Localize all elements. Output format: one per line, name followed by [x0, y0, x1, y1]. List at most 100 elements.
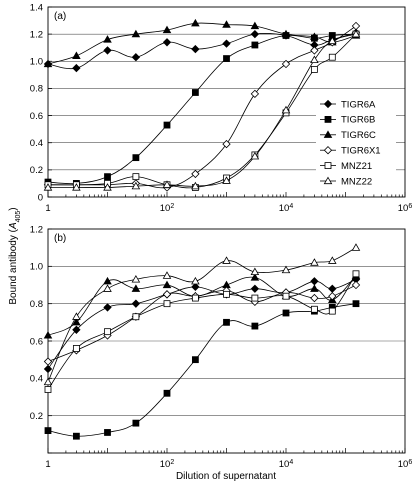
- data-point: [103, 46, 112, 55]
- data-point: [191, 356, 199, 364]
- data-point: [132, 154, 140, 162]
- data-point: [328, 36, 337, 45]
- data-point: [310, 66, 318, 73]
- data-point: [328, 53, 336, 61]
- y-tick-label: 1.0: [30, 262, 43, 273]
- data-point: [132, 419, 140, 427]
- data-point: [191, 169, 200, 179]
- data-point: [310, 305, 318, 313]
- data-point: [251, 41, 259, 49]
- data-point: [72, 51, 81, 59]
- series-MNZ21: [44, 270, 360, 393]
- data-point: [282, 292, 290, 300]
- data-point: [43, 357, 53, 366]
- legend-item: TIGR6B: [320, 115, 375, 126]
- data-point: [223, 318, 230, 326]
- data-point: [191, 276, 200, 285]
- data-point: [191, 294, 199, 302]
- data-point: [281, 29, 291, 38]
- legend-item: TIGR6C: [320, 130, 376, 141]
- data-point: [163, 121, 171, 129]
- data-point: [352, 300, 360, 308]
- series-TIGR6B: [44, 30, 360, 187]
- data-point: [191, 89, 199, 96]
- legend-item: TIGR6X1: [320, 146, 381, 157]
- data-point: [43, 183, 53, 191]
- y-axis-title-close: ): [8, 207, 19, 210]
- data-point: [250, 273, 260, 281]
- x-tick-label: 102: [160, 459, 175, 471]
- y-axis-title-sub: 405: [15, 211, 22, 223]
- legend-marker: [323, 146, 333, 155]
- series-line: [47, 273, 357, 390]
- data-point: [132, 313, 140, 321]
- data-point: [43, 59, 53, 68]
- x-tick-label: 106: [398, 459, 413, 471]
- legend-item: MNZ21: [320, 161, 372, 172]
- series-line: [47, 303, 357, 437]
- data-point: [251, 294, 259, 302]
- x-tick-label: 1: [45, 459, 50, 470]
- data-point: [222, 39, 231, 48]
- panel-a: 0 0.2 0.4 0.6 0.8 1.0 1.2 1.4 1 102 104 106 (a): [30, 2, 413, 214]
- data-point: [310, 32, 319, 40]
- data-point: [310, 293, 319, 303]
- series-line: [48, 33, 357, 188]
- y-tick-label: 0.6: [30, 111, 43, 122]
- data-point: [250, 89, 260, 99]
- x-tick-label: 102: [160, 203, 175, 215]
- data-point: [328, 292, 337, 301]
- data-point: [191, 44, 200, 54]
- data-point: [103, 183, 112, 191]
- legend-label: TIGR6C: [341, 130, 376, 141]
- y-tick-label: 1.2: [30, 29, 43, 40]
- legend-label: MNZ21: [341, 161, 372, 172]
- panel-label: (a): [54, 11, 66, 22]
- panel-label: (b): [54, 233, 66, 244]
- data-point: [44, 386, 52, 393]
- legend-label: TIGR6B: [341, 115, 375, 126]
- data-point: [328, 256, 337, 264]
- series-TIGR6X1: [43, 280, 361, 366]
- data-point: [72, 325, 81, 334]
- data-point: [310, 55, 319, 64]
- series-line: [47, 25, 357, 189]
- data-point: [310, 284, 319, 292]
- data-point: [281, 265, 291, 274]
- data-point: [72, 312, 81, 320]
- x-tick-label: 104: [279, 203, 294, 215]
- y-tick-label: 0.2: [30, 165, 43, 176]
- y-tick-label: 1.2: [30, 224, 43, 235]
- data-point: [131, 284, 141, 292]
- data-point: [250, 29, 260, 39]
- data-point: [191, 18, 200, 27]
- data-point: [250, 151, 260, 160]
- series-line: [47, 33, 357, 185]
- data-point: [310, 277, 319, 286]
- data-point: [162, 38, 172, 47]
- x-axis-title: Dilution of supernatant: [176, 471, 276, 482]
- data-point: [251, 322, 259, 330]
- data-point: [310, 46, 319, 55]
- legend-marker: [324, 116, 332, 123]
- data-point: [351, 21, 361, 31]
- data-point: [351, 243, 361, 251]
- data-point: [43, 364, 53, 374]
- x-tick-label: 104: [279, 459, 294, 471]
- data-point: [72, 345, 80, 352]
- data-point: [282, 309, 290, 317]
- series-MNZ22: [43, 29, 361, 191]
- y-tick-label: 0: [38, 192, 43, 203]
- panel-b: 0.2 0.4 0.6 0.8 1.0 1.2 1 102 104 106 (b): [30, 224, 413, 470]
- data-point: [72, 432, 80, 440]
- data-point: [163, 389, 171, 397]
- data-point: [222, 256, 231, 264]
- y-tick-label: 0.4: [30, 138, 43, 149]
- data-point: [103, 35, 112, 43]
- data-point: [104, 328, 111, 336]
- series-MNZ22: [43, 243, 361, 386]
- x-tick-label: 106: [398, 203, 413, 215]
- y-tick-label: 0.8: [30, 299, 43, 310]
- legend-background: [316, 95, 396, 190]
